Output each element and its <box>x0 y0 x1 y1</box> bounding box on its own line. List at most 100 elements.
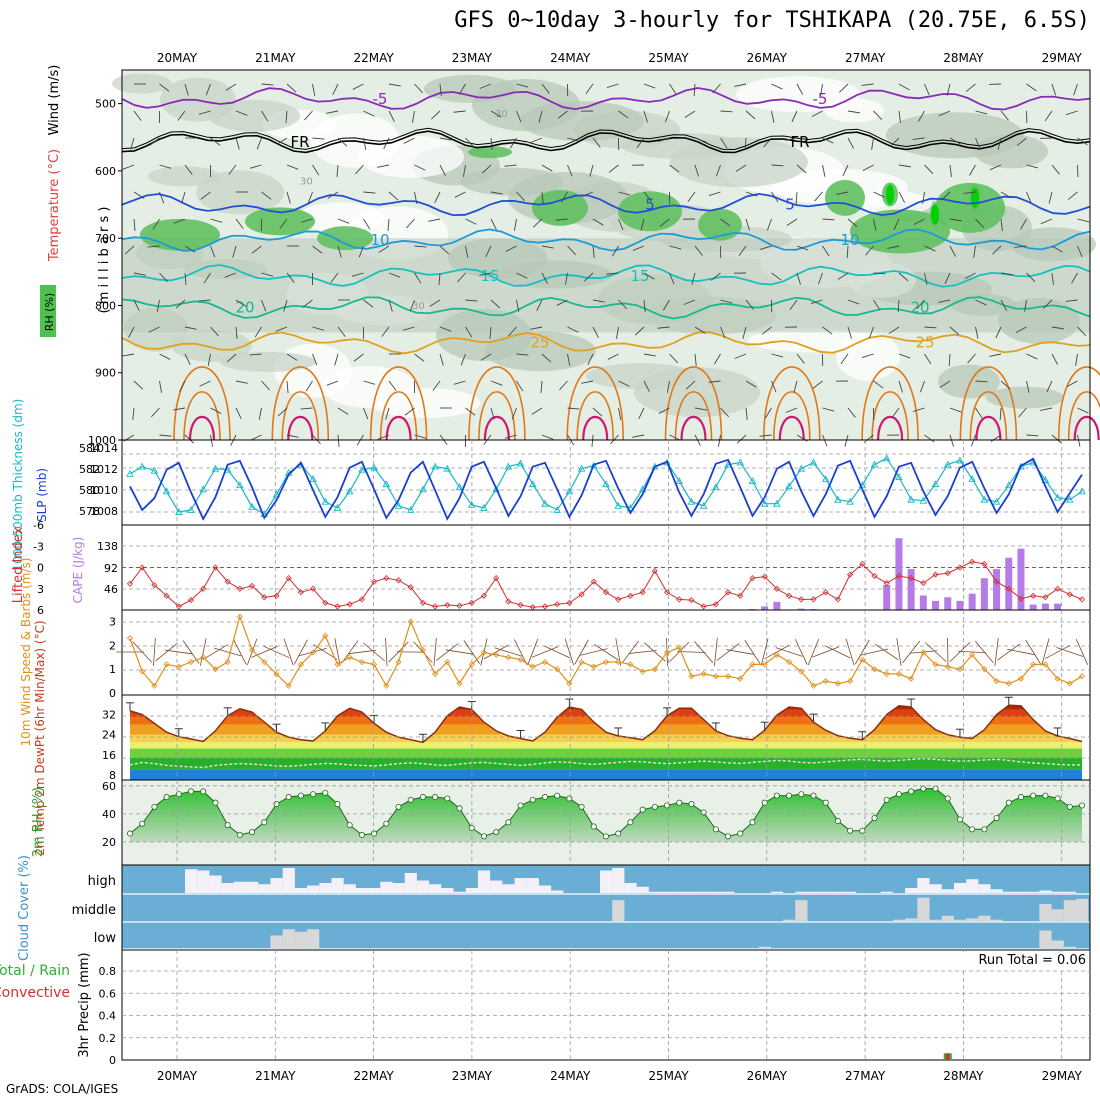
wind-barb <box>276 137 288 145</box>
wind-speed-point <box>212 666 219 673</box>
wind-barb <box>530 326 543 330</box>
ytick-left: 584 <box>79 442 100 455</box>
wind-barb <box>817 272 823 285</box>
thickness-point <box>504 462 513 470</box>
wind-speed-point <box>566 680 573 687</box>
wind-barb <box>1000 110 1009 121</box>
wind-barb <box>363 218 371 230</box>
wind-barb <box>1077 407 1089 414</box>
wind-barb <box>615 326 619 339</box>
wind-barb <box>312 434 321 445</box>
lifted-index-point <box>444 601 451 609</box>
wind-barb <box>717 434 721 447</box>
wind-barb-10m <box>334 638 341 666</box>
wind-barb <box>173 218 186 224</box>
wind-speed-point <box>224 658 231 666</box>
wind-barb <box>363 191 376 194</box>
rh-point <box>749 819 756 826</box>
wind-barb <box>1040 218 1053 225</box>
wind-barb <box>388 272 401 278</box>
wind-barb <box>530 137 543 143</box>
wind-barb-10m <box>1045 645 1071 659</box>
lifted-index-point <box>908 575 915 582</box>
wind-barb <box>184 353 191 365</box>
rh-point <box>688 801 695 808</box>
axis-label-cloud: Cloud Cover (%) <box>17 855 32 961</box>
slp-line <box>129 457 1083 521</box>
wind-barb <box>1014 245 1027 248</box>
temperature-band <box>130 748 1082 758</box>
wind-barb <box>1018 407 1027 418</box>
date-label-bottom: 26MAY <box>747 1069 788 1083</box>
wind-barb <box>232 245 237 258</box>
cloud-bar-middle <box>1039 904 1052 921</box>
cape-bar <box>797 608 805 610</box>
lifted-index-point <box>663 589 671 596</box>
wind-barb <box>664 110 670 123</box>
wind-speed-point <box>920 649 927 656</box>
wind-barb-10m <box>994 638 999 666</box>
wind-barb <box>159 272 168 283</box>
wind-barb <box>567 245 577 256</box>
wind-barb <box>1000 218 1003 231</box>
temperature-contour-hot <box>468 366 526 441</box>
lifted-index-point <box>969 558 976 565</box>
wind-barb <box>643 110 648 123</box>
cape-bar <box>773 601 781 610</box>
cape-bar <box>980 578 988 610</box>
lifted-index-point <box>212 564 219 571</box>
thickness-point <box>809 458 818 466</box>
wind-barb <box>173 407 186 411</box>
wind-barb <box>887 245 900 249</box>
wind-barb-10m <box>845 638 855 666</box>
ytick-label: 1000 <box>88 434 116 447</box>
wind-barb <box>516 380 524 392</box>
date-label-top: 28MAY <box>943 51 984 65</box>
wind-barb <box>383 137 390 149</box>
rh-patch <box>824 98 884 123</box>
thickness-point <box>394 501 403 509</box>
thickness-point <box>882 454 891 462</box>
wind-barb <box>1051 164 1060 175</box>
thickness-point <box>248 502 256 510</box>
wind-barb <box>744 137 747 151</box>
wind-barb <box>567 407 580 410</box>
wind-barb <box>1077 218 1090 223</box>
wind-barb <box>414 191 418 204</box>
wind-barb <box>388 191 399 201</box>
wind-speed-point <box>663 649 671 656</box>
wind-barb <box>567 164 573 177</box>
wind-barb <box>822 218 835 221</box>
wind-barb <box>811 110 823 118</box>
wind-speed-point <box>529 663 536 670</box>
wind-barb <box>745 407 748 420</box>
wind-speed-point <box>956 666 964 673</box>
wind-barb <box>184 164 193 175</box>
rh-legend-swatch <box>40 285 56 337</box>
date-label-top: 29MAY <box>1042 51 1083 65</box>
lifted-index-point <box>1066 591 1073 598</box>
wind-barb <box>694 326 706 334</box>
wind-barb <box>210 218 223 223</box>
lifted-index-point <box>419 599 426 606</box>
wind-barb <box>156 299 160 312</box>
wind-speed-point <box>200 654 207 661</box>
wind-barb <box>363 110 375 117</box>
wind-speed-point <box>493 651 500 658</box>
cloud-bar-low <box>1039 930 1052 948</box>
cape-bar <box>1029 604 1037 610</box>
cloud-bar-high <box>697 891 710 893</box>
wind-barb <box>355 164 364 175</box>
temperature-contour <box>121 192 1091 217</box>
temperature-band <box>130 734 1082 743</box>
temperature-contour-hot <box>877 415 904 441</box>
lifted-index-point <box>932 571 939 578</box>
wind-barb <box>967 353 976 364</box>
wind-barb <box>210 245 216 258</box>
wind-barb <box>948 353 951 367</box>
lifted-index-point <box>639 589 646 596</box>
wind-barb <box>822 434 828 447</box>
wind-barb <box>592 137 601 148</box>
temperature-contour-hot <box>674 391 713 441</box>
temperature-contour <box>121 130 1091 154</box>
